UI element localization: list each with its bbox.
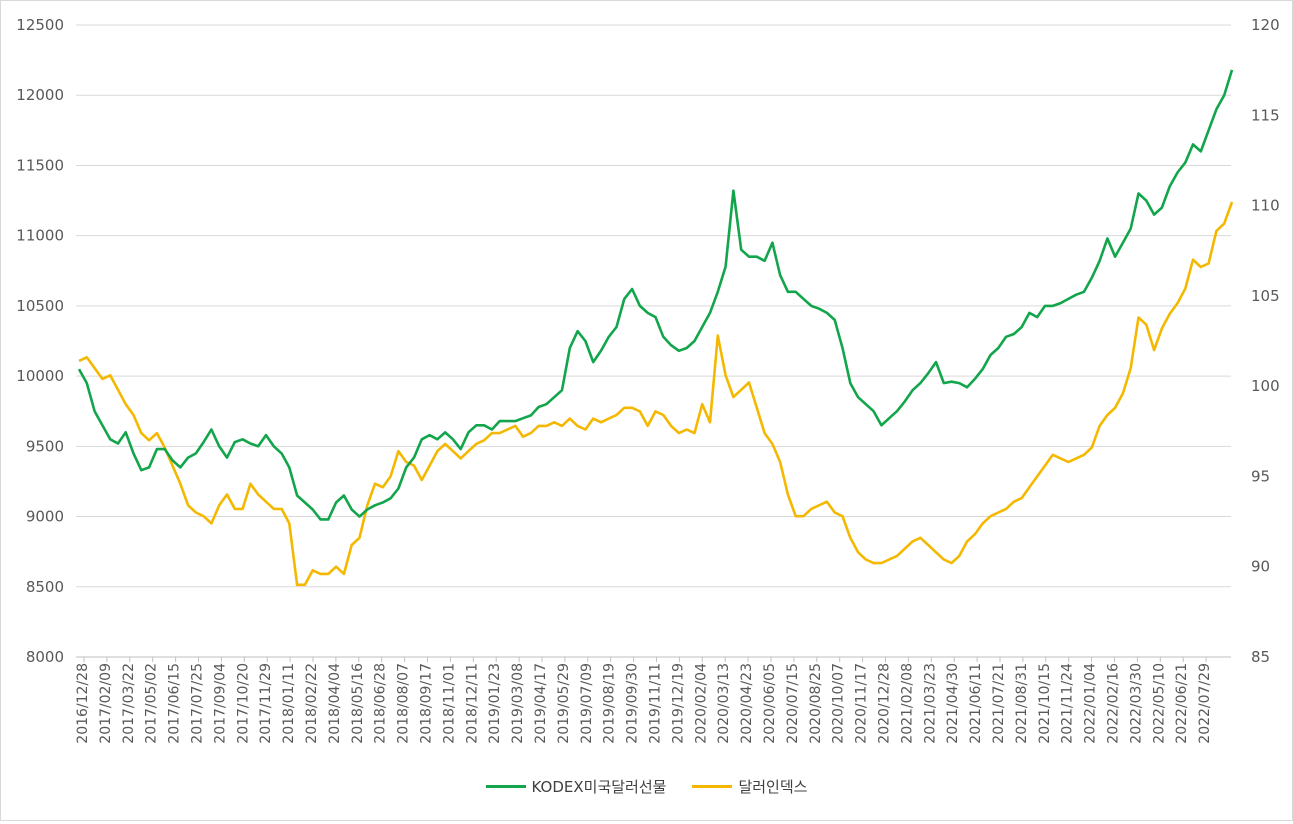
legend-label-kodex: KODEX미국달러선물 (531, 778, 667, 796)
gridlines (76, 24, 1231, 658)
x-tick-label: 2019/05/29 (556, 663, 572, 744)
x-tick-label: 2018/02/22 (304, 663, 320, 744)
right-axis-ticks: 120 115 110 105 100 95 90 85 (1251, 16, 1280, 666)
x-tick-label: 2019/01/23 (487, 663, 503, 744)
left-tick-label: 9500 (26, 437, 64, 455)
x-tick-label: 2018/04/04 (327, 663, 343, 744)
right-tick-label: 85 (1251, 648, 1270, 666)
x-tick-label: 2021/02/08 (899, 663, 915, 744)
x-tick-label: 2016/12/28 (75, 663, 91, 744)
left-tick-label: 12000 (16, 86, 64, 104)
right-tick-label: 90 (1251, 558, 1270, 576)
x-tick-label: 2019/07/09 (579, 663, 595, 744)
x-tick-label: 2018/08/07 (396, 663, 412, 744)
x-tick-label: 2017/05/02 (144, 663, 160, 744)
x-tick-label: 2022/05/10 (1151, 663, 1167, 744)
x-tick-label: 2020/07/15 (785, 663, 801, 744)
x-tick-label: 2017/11/29 (258, 663, 274, 744)
left-tick-label: 11500 (16, 156, 64, 174)
x-tick-label: 2019/04/17 (533, 663, 549, 744)
right-tick-label: 120 (1251, 16, 1280, 34)
left-tick-label: 10000 (16, 367, 64, 385)
left-tick-label: 10500 (16, 297, 64, 315)
x-tick-label: 2022/01/04 (1083, 663, 1099, 744)
x-tick-label: 2021/06/11 (968, 663, 984, 744)
left-tick-label: 9000 (26, 508, 64, 526)
x-tick-label: 2017/02/09 (98, 663, 114, 744)
x-tick-label: 2021/07/21 (991, 663, 1007, 744)
x-tick-label: 2018/11/01 (441, 663, 457, 744)
x-tick-label: 2020/08/25 (808, 663, 824, 744)
x-tick-label: 2022/02/16 (1106, 663, 1122, 744)
x-tick-label: 2022/03/30 (1128, 663, 1144, 744)
x-tick-label: 2019/03/08 (510, 663, 526, 744)
x-tick-label: 2022/06/21 (1174, 663, 1190, 744)
x-tick-label: 2017/09/04 (212, 663, 228, 744)
legend: KODEX미국달러선물 달러인덱스 (0, 776, 1293, 797)
left-tick-label: 8500 (26, 578, 64, 596)
left-tick-label: 12500 (16, 16, 64, 34)
x-tick-label: 2018/05/16 (350, 663, 366, 744)
legend-swatch-dollar-index (692, 785, 733, 788)
x-tick-label: 2020/10/07 (831, 663, 847, 744)
x-tick-label: 2021/03/23 (922, 663, 938, 744)
x-tick-label: 2018/01/11 (281, 663, 297, 744)
x-tick-label: 2019/11/11 (648, 663, 664, 744)
x-tick-label: 2018/09/17 (419, 663, 435, 744)
right-tick-label: 105 (1251, 287, 1280, 305)
legend-swatch-kodex (485, 785, 526, 788)
x-tick-label: 2019/08/19 (602, 663, 618, 744)
right-tick-label: 110 (1251, 197, 1280, 215)
x-tick-label: 2020/03/13 (716, 663, 732, 744)
series-line-kodex (77, 69, 1234, 521)
left-tick-label: 11000 (16, 227, 64, 245)
x-tick-label: 2021/04/30 (945, 663, 961, 744)
x-tick-label: 2017/06/15 (167, 663, 183, 744)
x-tick-label: 2021/08/31 (1014, 663, 1030, 744)
left-tick-label: 8000 (26, 648, 64, 666)
x-tick-label: 2019/09/30 (625, 663, 641, 744)
x-axis-ticks: 2016/12/28 2017/02/09 2017/03/22 2017/05/02… (75, 657, 1213, 744)
x-tick-label: 2017/10/20 (235, 663, 251, 744)
x-tick-label: 2022/07/29 (1197, 663, 1213, 744)
x-tick-label: 2018/12/11 (464, 663, 480, 744)
x-tick-label: 2021/11/24 (1060, 663, 1076, 744)
x-tick-label: 2017/07/25 (190, 663, 206, 744)
series-line-dollar-index (78, 201, 1234, 587)
x-tick-label: 2021/10/15 (1037, 663, 1053, 744)
legend-item-kodex: KODEX미국달러선물 (485, 776, 667, 797)
x-tick-label: 2020/04/23 (739, 663, 755, 744)
x-tick-label: 2018/06/28 (373, 663, 389, 744)
right-tick-label: 115 (1251, 106, 1280, 124)
x-tick-label: 2020/11/17 (854, 663, 870, 744)
right-tick-label: 100 (1251, 377, 1280, 395)
x-tick-label: 2019/12/19 (670, 663, 686, 744)
legend-label-dollar-index: 달러인덱스 (738, 778, 808, 796)
x-tick-label: 2020/06/05 (762, 663, 778, 744)
legend-item-dollar-index: 달러인덱스 (692, 776, 807, 797)
x-tick-label: 2017/03/22 (121, 663, 137, 744)
x-tick-label: 2020/02/04 (693, 663, 709, 744)
left-axis-ticks: 12500 12000 11500 11000 10500 10000 9500 9000 85… (16, 16, 64, 666)
right-tick-label: 95 (1251, 467, 1270, 485)
series-lines (77, 69, 1234, 587)
x-tick-label: 2020/12/28 (877, 663, 893, 744)
